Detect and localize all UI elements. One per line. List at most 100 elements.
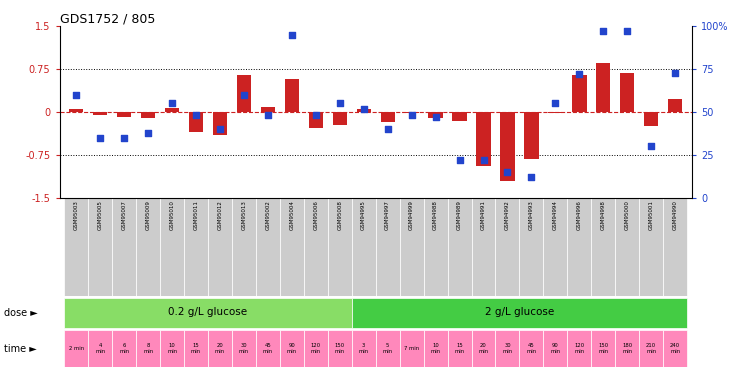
Bar: [237, 75, 251, 112]
Bar: [208, 330, 232, 367]
Text: GSM95005: GSM95005: [97, 200, 103, 230]
Bar: [93, 112, 107, 115]
Text: GSM95003: GSM95003: [74, 200, 79, 230]
Bar: [596, 63, 611, 112]
Text: 10
min: 10 min: [167, 343, 177, 354]
Point: [142, 130, 154, 136]
Bar: [568, 198, 591, 296]
Point: [454, 157, 466, 163]
Bar: [64, 297, 352, 328]
Text: 240
min: 240 min: [670, 343, 680, 354]
Point: [621, 28, 633, 34]
Bar: [260, 108, 275, 112]
Bar: [472, 198, 496, 296]
Bar: [376, 198, 400, 296]
Text: 120
min: 120 min: [574, 343, 584, 354]
Text: 30
min: 30 min: [239, 343, 249, 354]
Text: GSM94988: GSM94988: [433, 200, 438, 230]
Point: [238, 92, 250, 98]
Point: [190, 112, 202, 118]
Bar: [639, 330, 663, 367]
Text: 150
min: 150 min: [598, 343, 609, 354]
Bar: [304, 330, 328, 367]
Bar: [136, 198, 160, 296]
Bar: [615, 198, 639, 296]
Text: GSM95013: GSM95013: [242, 200, 246, 230]
Text: 210
min: 210 min: [646, 343, 656, 354]
Bar: [184, 330, 208, 367]
Point: [166, 100, 178, 106]
Bar: [496, 330, 519, 367]
Bar: [500, 112, 515, 181]
Text: GSM94996: GSM94996: [577, 200, 582, 230]
Point: [405, 112, 417, 118]
Text: GSM94990: GSM94990: [673, 200, 678, 230]
Bar: [352, 198, 376, 296]
Point: [94, 135, 106, 141]
Bar: [663, 198, 687, 296]
Text: 180
min: 180 min: [622, 343, 632, 354]
Bar: [639, 198, 663, 296]
Bar: [160, 198, 184, 296]
Bar: [356, 109, 371, 112]
Bar: [64, 330, 89, 367]
Bar: [352, 330, 376, 367]
Point: [286, 32, 298, 38]
Text: GSM94993: GSM94993: [529, 200, 534, 230]
Text: 15
min: 15 min: [191, 343, 201, 354]
Bar: [184, 198, 208, 296]
Bar: [400, 198, 423, 296]
Bar: [189, 112, 203, 132]
Point: [262, 112, 274, 118]
Bar: [213, 112, 227, 135]
Text: GSM94992: GSM94992: [505, 200, 510, 230]
Point: [334, 100, 346, 106]
Bar: [89, 198, 112, 296]
Point: [574, 71, 586, 77]
Text: 20
min: 20 min: [215, 343, 225, 354]
Bar: [543, 198, 568, 296]
Text: GSM95000: GSM95000: [625, 200, 629, 230]
Text: 0.2 g/L glucose: 0.2 g/L glucose: [168, 307, 248, 317]
Bar: [328, 330, 352, 367]
Bar: [69, 109, 83, 112]
Point: [358, 106, 370, 112]
Point: [501, 169, 513, 175]
Bar: [309, 112, 323, 128]
Bar: [89, 330, 112, 367]
Bar: [136, 330, 160, 367]
Text: 90
min: 90 min: [287, 343, 297, 354]
Text: GSM94994: GSM94994: [553, 200, 558, 230]
Text: GSM94991: GSM94991: [481, 200, 486, 230]
Text: 15
min: 15 min: [455, 343, 464, 354]
Bar: [352, 297, 687, 328]
Text: GSM95006: GSM95006: [313, 200, 318, 230]
Bar: [591, 330, 615, 367]
Bar: [448, 330, 472, 367]
Text: 30
min: 30 min: [502, 343, 513, 354]
Bar: [112, 198, 136, 296]
Text: 2 min: 2 min: [68, 346, 84, 351]
Point: [382, 126, 394, 132]
Text: 20
min: 20 min: [478, 343, 489, 354]
Bar: [400, 330, 423, 367]
Text: GSM95007: GSM95007: [122, 200, 126, 230]
Bar: [548, 112, 562, 113]
Text: 3
min: 3 min: [359, 343, 369, 354]
Point: [310, 112, 322, 118]
Text: 45
min: 45 min: [263, 343, 273, 354]
Bar: [256, 330, 280, 367]
Bar: [423, 330, 448, 367]
Text: time ►: time ►: [4, 344, 36, 354]
Text: GSM95002: GSM95002: [266, 200, 270, 230]
Point: [478, 157, 490, 163]
Text: GSM94999: GSM94999: [409, 200, 414, 230]
Text: 4
min: 4 min: [95, 343, 106, 354]
Bar: [64, 198, 89, 296]
Bar: [543, 330, 568, 367]
Bar: [525, 112, 539, 159]
Text: 8
min: 8 min: [143, 343, 153, 354]
Bar: [615, 330, 639, 367]
Bar: [476, 112, 491, 166]
Text: 150
min: 150 min: [335, 343, 345, 354]
